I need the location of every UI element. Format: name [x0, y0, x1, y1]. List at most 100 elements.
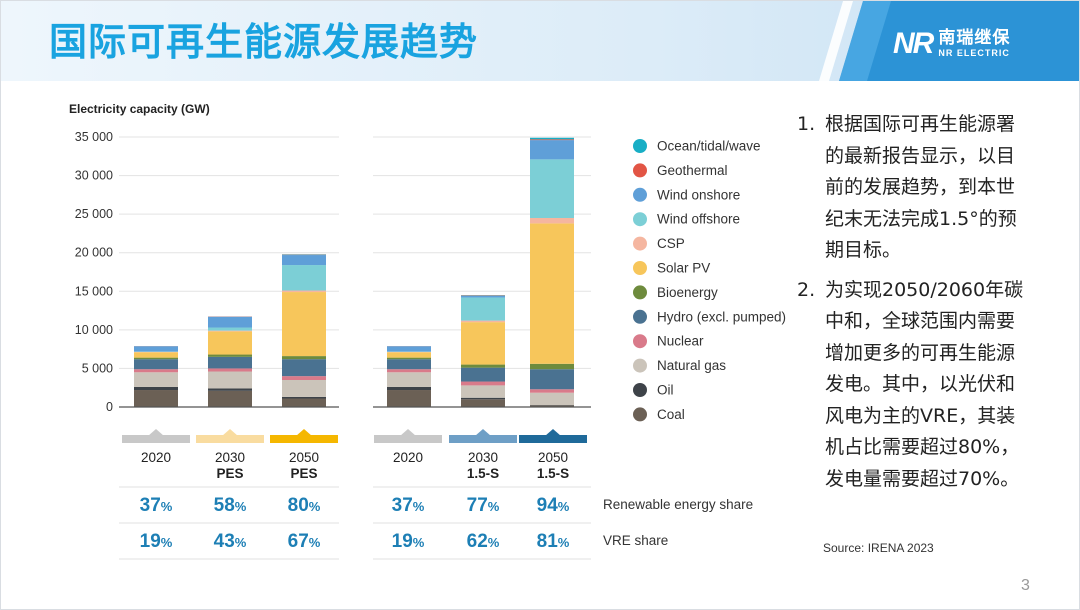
bar-segment-hydro-excl-pumped-: [461, 367, 505, 382]
bar-segment-oil: [208, 388, 252, 391]
bar-segment-solar-pv: [282, 292, 326, 357]
bar-segment-coal: [387, 390, 431, 407]
scenario-marker-bar: [519, 435, 587, 443]
share-unit: %: [161, 499, 173, 514]
bar-segment-oil: [282, 396, 326, 399]
y-axis-label: Electricity capacity (GW): [69, 102, 210, 116]
bar-segment-nuclear: [530, 389, 574, 393]
bar-segment-coal: [282, 398, 326, 407]
logo-english-name: NR ELECTRIC: [938, 48, 1010, 58]
note-item-1: 1. 根据国际可再生能源署的最新报告显示，以目前的发展趋势，到本世纪末无法完成1…: [797, 109, 1027, 267]
share-unit: %: [309, 535, 321, 550]
bar-segment-natural-gas: [134, 372, 178, 387]
share-unit: %: [488, 535, 500, 550]
legend-swatch: [633, 407, 647, 422]
bar-segment-solar-pv: [208, 331, 252, 355]
scenario-marker-arrow: [475, 429, 491, 436]
bar-segment-bioenergy: [134, 357, 178, 360]
x-scenario-label: 1.5-S: [467, 466, 499, 481]
y-tick-label: 25 000: [75, 207, 113, 221]
legend-swatch: [633, 309, 647, 324]
bar-segment-wind-offshore: [530, 159, 574, 218]
bar-segment-nuclear: [208, 368, 252, 372]
bar-segment-geothermal: [530, 139, 574, 141]
bar-segment-wind-offshore: [461, 297, 505, 321]
legend-label: Ocean/tidal/wave: [657, 139, 761, 154]
share-unit: %: [558, 535, 570, 550]
bar-segment-csp: [208, 330, 252, 332]
bar-segment-nuclear: [282, 376, 326, 380]
bar-segment-ocean-tidal-wave: [530, 137, 574, 140]
share-row-label: VRE share: [603, 533, 668, 548]
bar-segment-bioenergy: [387, 357, 431, 360]
bar-segment-solar-pv: [530, 223, 574, 364]
y-tick-label: 0: [106, 400, 113, 414]
bar-segment-oil: [387, 386, 431, 391]
legend-label: Solar PV: [657, 261, 710, 276]
legend-label: Wind onshore: [657, 187, 740, 202]
y-tick-label: 5 000: [82, 361, 113, 375]
bar-segment-hydro-excl-pumped-: [530, 369, 574, 390]
banner-stripe: [819, 1, 1079, 81]
bar-segment-coal: [461, 399, 505, 407]
share-value: 80%: [288, 495, 321, 516]
x-category-label: 2050: [538, 450, 568, 465]
share-value: 19%: [392, 531, 425, 552]
x-category-label: 2020: [141, 450, 171, 465]
legend-swatch: [633, 236, 647, 251]
note-item-2: 2. 为实现2050/2060年碳中和，全球范围内需要增加更多的可再生能源发电。…: [797, 275, 1027, 496]
x-category-label: 2030: [468, 450, 498, 465]
notes-list: 1. 根据国际可再生能源署的最新报告显示，以目前的发展趋势，到本世纪末无法完成1…: [797, 109, 1027, 503]
legend-label: CSP: [657, 236, 685, 251]
share-value: 43%: [214, 531, 247, 552]
share-value: 37%: [392, 495, 425, 516]
note-number: 1.: [797, 113, 816, 135]
legend-label: Nuclear: [657, 334, 704, 349]
bar-segment-nuclear: [134, 369, 178, 373]
bar-segment-csp: [530, 218, 574, 224]
bar-segment-hydro-excl-pumped-: [282, 359, 326, 377]
bar-segment-hydro-excl-pumped-: [134, 359, 178, 370]
note-number: 2.: [797, 278, 816, 301]
share-row-label: Renewable energy share: [603, 497, 753, 512]
share-value: 81%: [537, 531, 570, 552]
bar-segment-bioenergy: [282, 356, 326, 360]
x-category-label: 2050: [289, 450, 319, 465]
scenario-marker-arrow: [545, 429, 561, 436]
legend-swatch: [633, 285, 647, 300]
y-tick-label: 30 000: [75, 169, 113, 183]
bar-segment-oil: [461, 397, 505, 400]
bar-segment-wind-onshore: [282, 255, 326, 266]
legend-swatch: [633, 383, 647, 397]
legend-label: Wind offshore: [657, 212, 740, 227]
bar-segment-natural-gas: [387, 372, 431, 387]
legend-label: Bioenergy: [657, 285, 718, 300]
bar-segment-hydro-excl-pumped-: [387, 359, 431, 370]
bar-segment-nuclear: [461, 381, 505, 386]
legend-label: Hydro (excl. pumped): [657, 309, 786, 324]
scenario-marker-arrow: [296, 429, 312, 436]
share-unit: %: [235, 535, 247, 550]
x-scenario-label: 1.5-S: [537, 466, 569, 481]
source-citation: Source: IRENA 2023: [823, 541, 934, 555]
x-scenario-label: PES: [290, 466, 317, 481]
legend-swatch: [633, 261, 647, 275]
bar-segment-csp: [461, 320, 505, 323]
scenario-marker-bar: [196, 435, 264, 443]
share-unit: %: [161, 535, 173, 550]
bar-segment-natural-gas: [208, 371, 252, 389]
legend-swatch: [633, 187, 647, 202]
x-scenario-label: PES: [216, 466, 243, 481]
share-value: 67%: [288, 531, 321, 552]
page-number: 3: [1021, 577, 1030, 594]
legend-label: Geothermal: [657, 163, 728, 178]
legend-label: Coal: [657, 407, 685, 422]
bar-segment-coal: [530, 405, 574, 407]
scenario-marker-arrow: [148, 429, 164, 436]
bar-segment-natural-gas: [282, 380, 326, 397]
bar-segment-hydro-excl-pumped-: [208, 356, 252, 369]
share-value: 19%: [140, 531, 173, 552]
capacity-chart: Electricity capacity (GW) 0 5 000 10 000 15…: [69, 102, 786, 560]
scenario-marker-bar: [270, 435, 338, 443]
